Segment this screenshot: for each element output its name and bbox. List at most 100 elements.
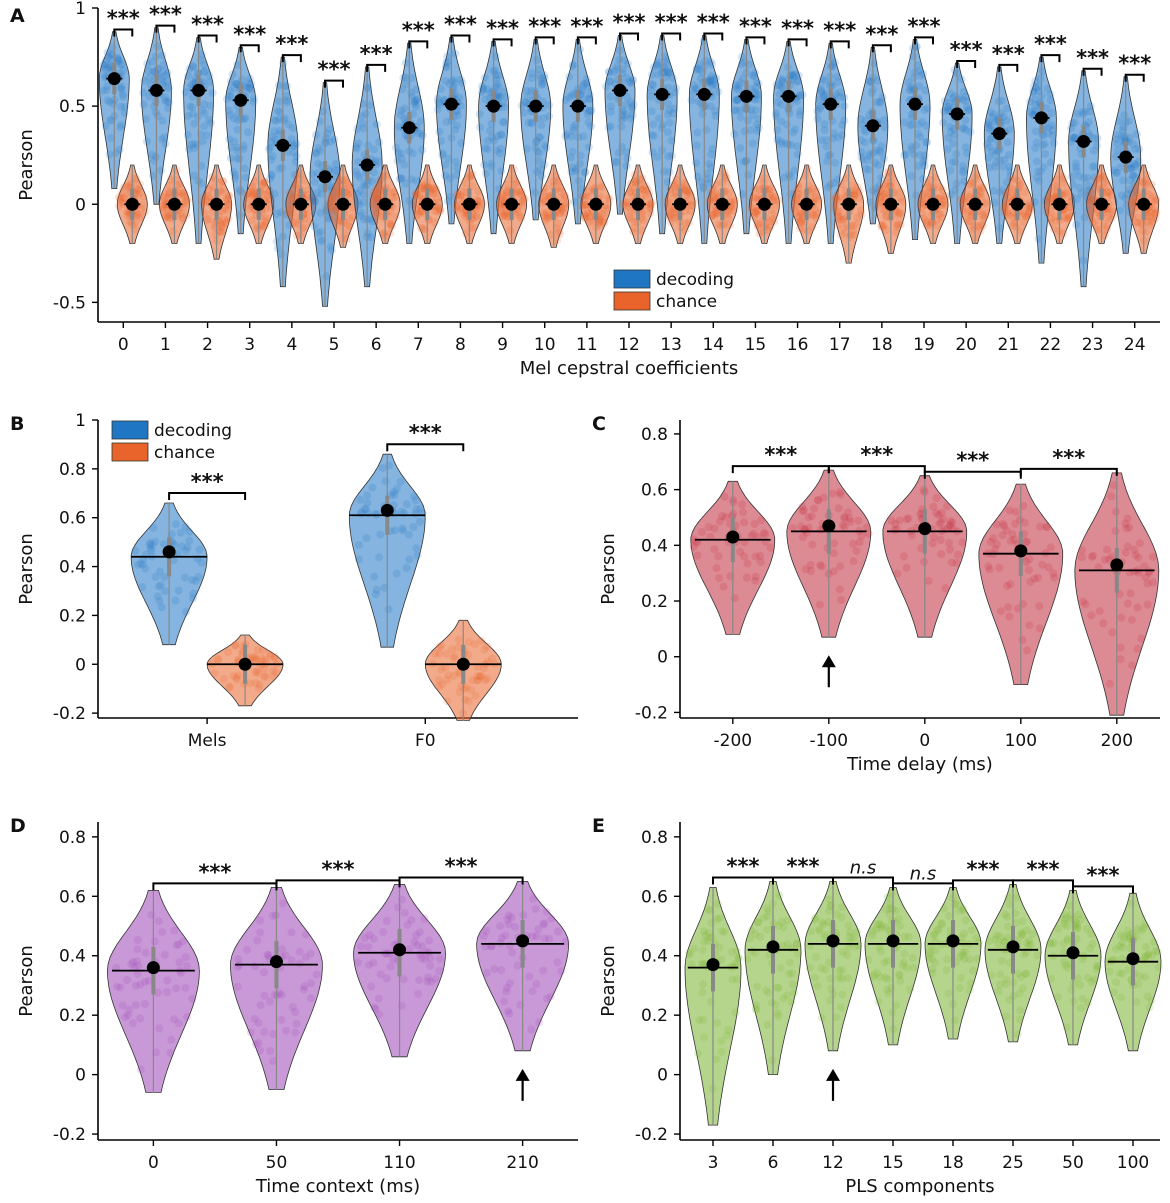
- data-point: [208, 173, 217, 181]
- data-point: [477, 671, 486, 680]
- data-point: [164, 104, 172, 113]
- data-point: [649, 81, 658, 89]
- data-point: [321, 138, 330, 147]
- data-point: [1016, 180, 1024, 189]
- data-point: [223, 206, 232, 215]
- data-point: [1018, 917, 1027, 926]
- data-point: [936, 518, 945, 527]
- data-point: [139, 88, 148, 97]
- data-point: [1006, 580, 1015, 589]
- data-point: [246, 1028, 255, 1037]
- data-point: [601, 201, 610, 210]
- data-point: [731, 81, 740, 90]
- data-point: [450, 78, 459, 87]
- significance-bracket: ***: [781, 16, 814, 47]
- data-point: [434, 203, 443, 212]
- data-point: [622, 148, 631, 157]
- data-point: [576, 151, 585, 160]
- data-point: [790, 166, 799, 175]
- data-point: [1076, 981, 1085, 990]
- data-point: [494, 92, 503, 101]
- data-point: [253, 646, 262, 654]
- data-point: [232, 80, 241, 89]
- data-point: [792, 195, 801, 204]
- data-point: [858, 155, 867, 164]
- data-point: [161, 213, 170, 222]
- data-point: [352, 144, 361, 153]
- data-point: [1024, 566, 1033, 575]
- data-point: [169, 556, 178, 565]
- data-point: [1020, 518, 1029, 527]
- data-point: [369, 145, 378, 154]
- data-point: [151, 937, 159, 946]
- data-point: [187, 140, 195, 149]
- data-point: [1086, 107, 1094, 116]
- data-point: [402, 564, 411, 572]
- data-point: [902, 563, 911, 572]
- mean-marker: [822, 519, 836, 533]
- data-point: [184, 72, 193, 80]
- data-point: [532, 980, 541, 989]
- data-point: [127, 960, 136, 969]
- data-point: [1050, 212, 1059, 221]
- data-point: [1004, 151, 1013, 159]
- data-point: [810, 504, 819, 513]
- data-point: [707, 72, 716, 81]
- data-point: [1108, 628, 1117, 637]
- data-point: [1000, 521, 1008, 530]
- data-point: [107, 133, 116, 142]
- data-point: [234, 955, 243, 964]
- data-point: [496, 144, 505, 153]
- data-point: [952, 150, 961, 159]
- data-point: [667, 136, 676, 145]
- data-point: [311, 177, 320, 186]
- data-point: [596, 192, 605, 201]
- data-point: [626, 207, 635, 216]
- data-point: [1059, 179, 1068, 188]
- data-point: [670, 213, 679, 222]
- data-point: [228, 70, 237, 79]
- data-point: [1031, 127, 1040, 136]
- data-point: [248, 187, 257, 196]
- data-point: [542, 213, 551, 222]
- violin-decoding: [351, 66, 385, 288]
- data-point: [756, 557, 765, 566]
- data-point: [356, 495, 365, 504]
- data-point: [413, 941, 422, 950]
- data-point: [539, 199, 548, 208]
- data-point: [860, 138, 869, 147]
- violin-chance: [790, 164, 824, 244]
- significance-label: ***: [787, 854, 820, 878]
- data-point: [960, 215, 969, 224]
- data-point: [483, 674, 492, 683]
- violin-chance: [452, 164, 487, 244]
- data-point: [1003, 138, 1012, 147]
- mean-marker: [1052, 197, 1066, 211]
- data-point: [583, 208, 592, 217]
- mean-marker: [918, 522, 932, 536]
- arrow-head: [826, 1068, 840, 1081]
- data-point: [534, 156, 543, 165]
- data-point: [219, 184, 228, 193]
- y-tick-label: 0.6: [59, 887, 86, 907]
- data-point: [256, 928, 265, 937]
- data-point: [1147, 180, 1156, 189]
- mean-marker: [192, 83, 206, 97]
- data-point: [690, 81, 699, 90]
- data-point: [917, 203, 926, 212]
- data-point: [681, 226, 689, 235]
- data-point: [540, 74, 549, 83]
- y-tick-label: 0: [657, 648, 668, 668]
- data-point: [831, 90, 840, 99]
- x-tick-label: 8: [455, 335, 466, 355]
- significance-bracket: ***: [823, 18, 856, 49]
- data-point: [438, 151, 447, 160]
- data-point: [969, 966, 977, 975]
- data-point: [999, 162, 1008, 171]
- mean-marker: [886, 934, 900, 948]
- data-point: [199, 137, 207, 146]
- data-point: [759, 228, 768, 237]
- legend-swatch: [111, 420, 149, 440]
- data-point: [233, 116, 242, 125]
- data-point: [499, 200, 508, 209]
